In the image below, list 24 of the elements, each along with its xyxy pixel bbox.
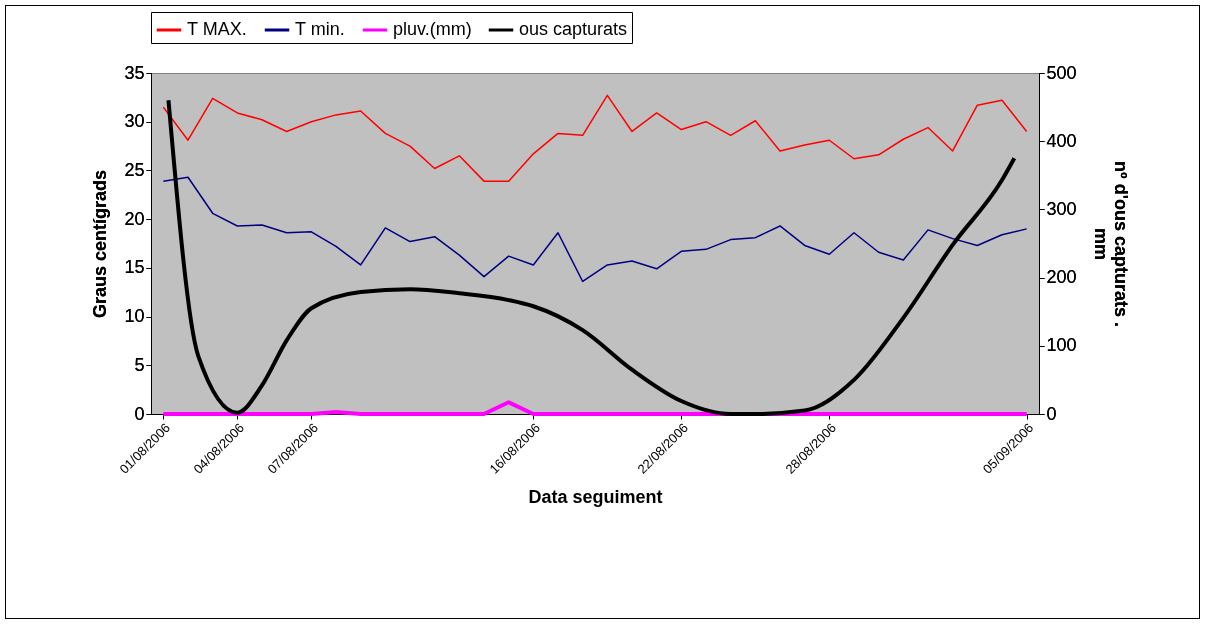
y2-tick-label: 300: [1046, 198, 1077, 219]
legend-label: ous capturats: [519, 19, 628, 39]
y2-tick-label: 100: [1046, 335, 1077, 356]
y-tick-label: 0: [134, 403, 145, 424]
y-tick-label: 35: [124, 62, 145, 83]
line-series: [166, 98, 1017, 416]
y-tick-label: 10: [124, 306, 145, 327]
y-axis-title: Graus centígrads: [90, 169, 111, 319]
y2-tick-label: 400: [1046, 130, 1077, 151]
legend-label: T min.: [295, 19, 345, 39]
y-tick-label: 30: [124, 111, 145, 132]
y-tick-label: 15: [124, 257, 145, 278]
legend-label: T MAX.: [187, 19, 247, 39]
y2-axis-title: nº d'ous capturats . mm: [1090, 161, 1131, 327]
y2-tick-label: 500: [1046, 62, 1077, 83]
x-axis-title: Data seguiment: [528, 486, 663, 507]
y2-tick-label: 200: [1046, 267, 1077, 288]
line-series: [162, 94, 1028, 182]
y-tick-label: 25: [124, 159, 145, 180]
y2-tick-label: 0: [1046, 403, 1057, 424]
legend-label: pluv.(mm): [393, 19, 472, 39]
line-series: [162, 176, 1028, 283]
y-tick-label: 20: [124, 208, 145, 229]
y-tick-label: 5: [134, 354, 145, 375]
